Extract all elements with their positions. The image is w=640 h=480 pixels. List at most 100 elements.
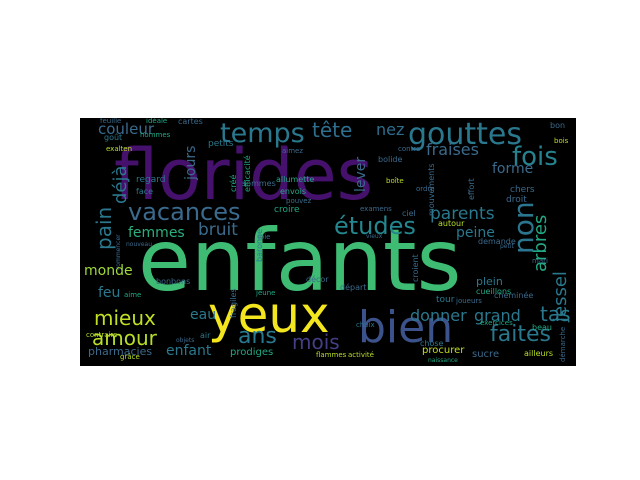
- word-amour: amour: [92, 326, 157, 350]
- word-cheminee: cheminée: [494, 291, 534, 300]
- word-gout: goût: [104, 133, 123, 142]
- word-aime: aime: [124, 291, 142, 299]
- word-air: air: [200, 331, 211, 340]
- word-bon: bon: [550, 121, 566, 130]
- word-pouvez: pouvez: [286, 197, 312, 205]
- word-bruit: bruit: [198, 220, 238, 240]
- word-feu: feu: [98, 285, 121, 301]
- word-flammes: flammes: [316, 351, 347, 359]
- word-monde: monde: [84, 263, 133, 279]
- word-donner: donner: [410, 306, 467, 325]
- word-ciel: ciel: [402, 209, 416, 218]
- word-forme: forme: [492, 161, 534, 177]
- word-etudes: études: [334, 212, 416, 240]
- word-enfants: enfants: [138, 211, 462, 311]
- word-bien: bien: [358, 302, 454, 353]
- word-fois: fois: [512, 142, 558, 172]
- word-envois: envois: [280, 187, 307, 196]
- word-deja: déjà: [110, 165, 131, 204]
- word-activite: activité: [348, 351, 374, 359]
- word-joueurs: joueurs: [456, 297, 482, 305]
- word-petit: petit: [500, 243, 514, 250]
- word-demande: demande: [478, 237, 516, 246]
- word-tour: tour: [436, 295, 455, 305]
- word-pain: pain: [92, 206, 116, 250]
- word-mois: mois: [292, 330, 340, 354]
- word-bois: bois: [554, 137, 569, 145]
- word-jours: jours: [183, 145, 199, 180]
- word-hommes: hommes: [140, 131, 171, 139]
- word-cueillons: cueillons: [476, 287, 512, 296]
- word-chose: chose: [420, 339, 444, 348]
- word-fragiles: fragiles: [229, 288, 238, 318]
- word-autour: autour: [438, 219, 465, 228]
- word-commencer: commencer: [115, 234, 122, 270]
- word-grace: grâce: [120, 353, 140, 361]
- word-exercices: exercices: [480, 319, 513, 327]
- word-depart: départ: [340, 283, 367, 292]
- word-prodiges: prodiges: [230, 347, 274, 358]
- word-plein: plein: [476, 275, 503, 288]
- word-bonbons: bonbons: [156, 277, 191, 286]
- word-objets: objets: [176, 337, 195, 344]
- word-nez: nez: [376, 120, 405, 139]
- word-contre: contre: [398, 145, 421, 153]
- word-sucre: sucre: [472, 349, 500, 360]
- word-cartes: cartes: [178, 118, 203, 126]
- word-femmes: femmes: [128, 225, 185, 241]
- word-gouttes: gouttes: [408, 118, 523, 152]
- word-effort: effort: [467, 178, 476, 200]
- word-vieux: vieux: [366, 233, 383, 240]
- word-cree: créé: [229, 174, 238, 192]
- word-efficacite: efficacité: [243, 155, 252, 192]
- word-exalten: exalten: [106, 145, 133, 153]
- word-examens: examens: [360, 205, 392, 213]
- word-regard: regard: [136, 175, 166, 185]
- word-couleur: couleur: [98, 120, 155, 138]
- word-chers: chers: [510, 185, 535, 195]
- word-allumette: allumette: [276, 175, 315, 184]
- word-decor: décor: [306, 275, 329, 284]
- word-jessel: jessel: [550, 271, 571, 322]
- word-joie: joie: [258, 233, 271, 241]
- word-mari: mari: [532, 257, 548, 265]
- word-naissance: naissance: [428, 357, 458, 364]
- word-pharmacies: pharmacies: [88, 345, 153, 358]
- word-lever: lever: [353, 156, 369, 192]
- word-cloud: enfants florides yeux bien gouttes temps…: [80, 118, 576, 366]
- word-eau: eau: [190, 307, 217, 323]
- word-vacances: vacances: [128, 198, 241, 226]
- word-croient: croient: [411, 254, 420, 282]
- word-petits: petits: [208, 139, 234, 149]
- word-droit: droit: [506, 195, 527, 205]
- word-jeune: jeune: [256, 289, 276, 297]
- word-sommes: sommes: [242, 179, 276, 188]
- word-procurer: procurer: [422, 345, 465, 356]
- word-parents: parents: [430, 204, 495, 224]
- word-grand: grand: [474, 306, 521, 325]
- word-mieux: mieux: [94, 306, 156, 330]
- word-aimez: aimez: [282, 147, 304, 155]
- word-peine: peine: [456, 225, 495, 241]
- word-ideale: idéale: [146, 118, 168, 125]
- word-temps: temps: [220, 118, 305, 149]
- word-boite: boîte: [386, 177, 404, 185]
- word-feuille: feuille: [100, 118, 122, 125]
- word-beau: beau: [532, 323, 552, 332]
- word-ailleurs: ailleurs: [524, 349, 554, 358]
- word-florides: florides: [114, 134, 374, 216]
- word-bolide: bolide: [378, 155, 403, 164]
- word-enfant: enfant: [166, 343, 212, 359]
- word-tas: tas: [540, 302, 571, 326]
- word-croire: croire: [274, 205, 300, 215]
- word-demarche: démarche: [559, 326, 567, 362]
- word-face: face: [136, 187, 154, 196]
- word-faites: faites: [490, 322, 551, 347]
- word-contraire: contraire: [86, 331, 118, 339]
- word-nouveau: nouveau: [126, 241, 152, 248]
- word-fraises: fraises: [426, 140, 479, 159]
- word-choix: choix: [356, 321, 375, 329]
- word-yeux: yeux: [208, 286, 330, 344]
- word-ans: ans: [238, 324, 277, 349]
- word-ordre: ordre: [416, 185, 435, 193]
